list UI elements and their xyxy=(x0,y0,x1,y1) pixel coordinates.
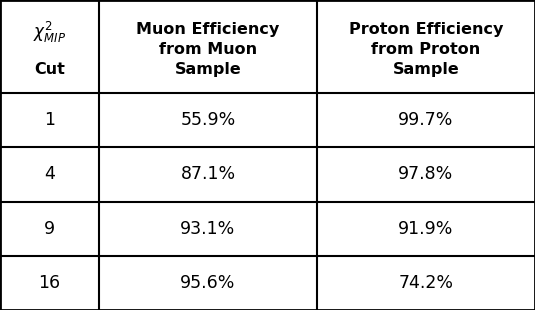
Text: $\chi^2_{MIP}$: $\chi^2_{MIP}$ xyxy=(33,20,66,45)
Text: 4: 4 xyxy=(44,165,55,184)
Text: 16: 16 xyxy=(39,274,60,292)
Text: Sample: Sample xyxy=(174,62,241,77)
Text: 93.1%: 93.1% xyxy=(180,219,235,238)
Text: 55.9%: 55.9% xyxy=(180,111,235,129)
Text: from Muon: from Muon xyxy=(159,42,257,57)
Text: from Proton: from Proton xyxy=(371,42,480,57)
Text: 91.9%: 91.9% xyxy=(398,219,454,238)
Text: 1: 1 xyxy=(44,111,55,129)
Text: 97.8%: 97.8% xyxy=(399,165,454,184)
Text: Muon Efficiency: Muon Efficiency xyxy=(136,22,280,37)
Text: Sample: Sample xyxy=(393,62,460,77)
Text: Cut: Cut xyxy=(34,62,65,77)
Text: 87.1%: 87.1% xyxy=(180,165,235,184)
Text: 9: 9 xyxy=(44,219,55,238)
Text: Proton Efficiency: Proton Efficiency xyxy=(349,22,503,37)
Text: 95.6%: 95.6% xyxy=(180,274,236,292)
Text: 74.2%: 74.2% xyxy=(399,274,454,292)
Text: 99.7%: 99.7% xyxy=(398,111,454,129)
